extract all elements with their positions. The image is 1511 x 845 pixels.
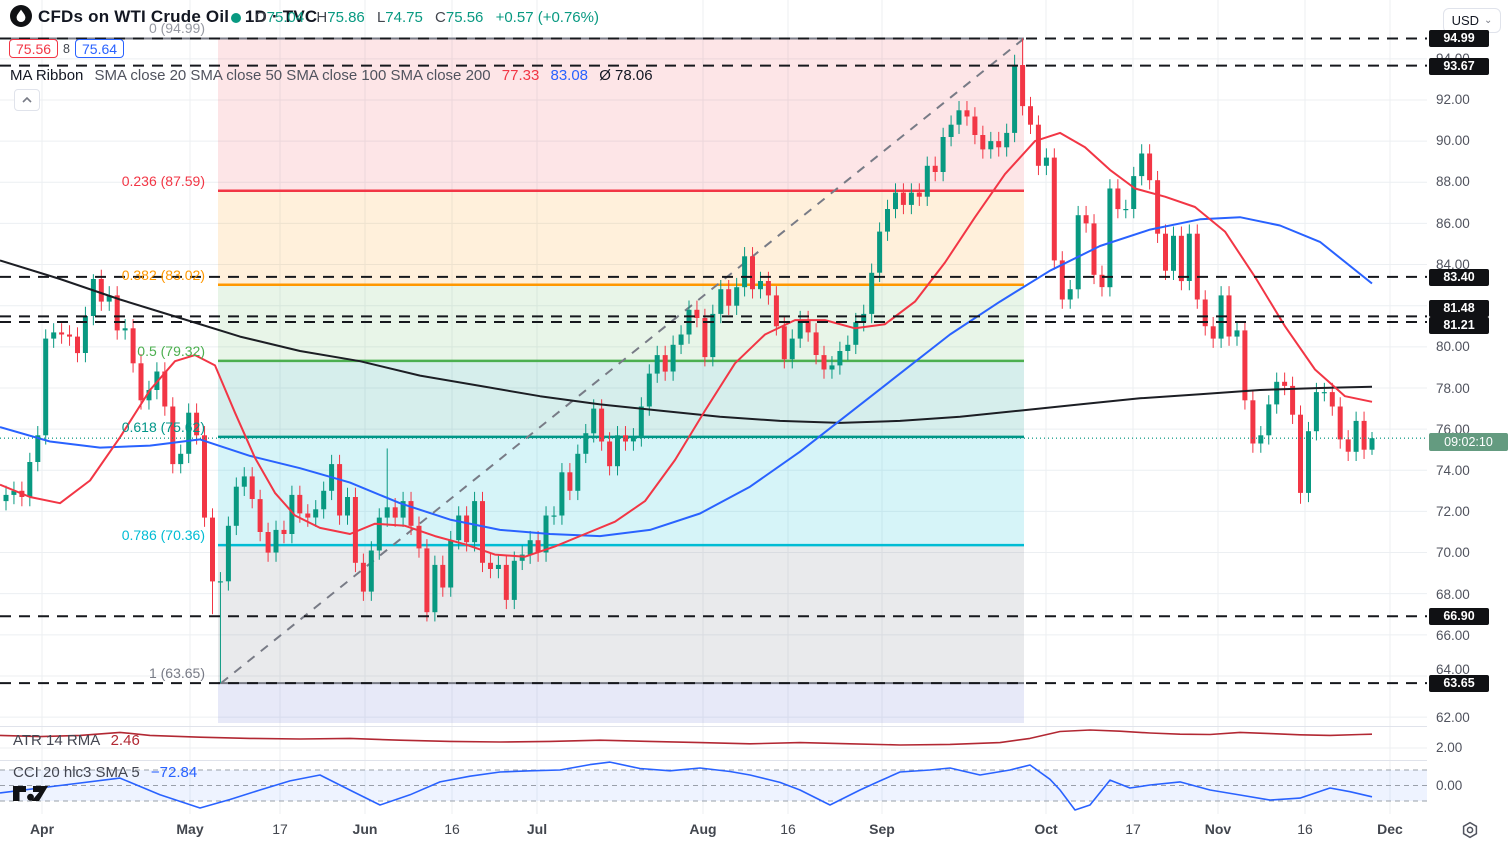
price-axis-label: 86.00	[1436, 216, 1470, 231]
price-level-badge: 66.90	[1429, 608, 1489, 625]
price-level-badge: 81.48	[1429, 300, 1489, 317]
time-axis-label: Jul	[526, 821, 548, 837]
time-axis-label: Apr	[29, 821, 55, 837]
atr-title: ATR 14 RMA	[13, 732, 100, 749]
atr-legend[interactable]: ATR 14 RMA 2.46	[13, 732, 140, 749]
price-axis-label: 90.00	[1436, 133, 1470, 148]
price-axis-label: 78.00	[1436, 381, 1470, 396]
currency-label: USD	[1451, 13, 1480, 28]
time-axis[interactable]: Apr May 17 Jun 16 Jul Aug 16 Sep Oct 17 Nov 16 Dec	[0, 814, 1427, 845]
price-axis-label: 68.00	[1436, 587, 1470, 602]
pane-separator-atr[interactable]	[0, 726, 1511, 727]
buy-button[interactable]: 75.64	[75, 39, 125, 58]
ma-ribbon-legend[interactable]: MA Ribbon SMA close 20 SMA close 50 SMA …	[10, 67, 653, 84]
ohlc-values: O75.04 H75.86 L74.75 C75.56 +0.57 (+0.76…	[255, 9, 599, 26]
price-axis-label: 0.00	[1436, 778, 1463, 793]
cci-value: −72.84	[150, 764, 198, 781]
fib-level-label: 0.236 (87.59)	[121, 172, 205, 189]
sma50-value: 83.08	[550, 67, 589, 84]
ma-average-value: Ø 78.06	[599, 67, 653, 84]
price-axis-label: 62.00	[1436, 710, 1470, 725]
sma20-value: 77.33	[501, 67, 540, 84]
fib-level-label: 0.5 (79.32)	[137, 342, 205, 359]
time-axis-label: 16	[780, 821, 796, 837]
time-axis-label: 16	[444, 821, 460, 837]
price-level-badge: 83.40	[1429, 269, 1489, 286]
price-level-badge: 93.67	[1429, 58, 1489, 75]
ma-ribbon-params: SMA close 20 SMA close 50 SMA close 100 …	[94, 67, 491, 84]
price-level-badge: 63.65	[1429, 675, 1489, 692]
low-label: L	[376, 9, 386, 26]
close-label: C	[435, 9, 446, 26]
chevron-down-icon: ⌄	[1484, 15, 1493, 26]
open-value: 75.04	[266, 9, 305, 26]
fib-level-label: 0.786 (70.36)	[121, 527, 205, 544]
price-axis-label: 92.00	[1436, 92, 1470, 107]
bar-countdown-badge: 09:02:10	[1429, 433, 1508, 451]
cci-legend[interactable]: CCI 20 hlc3 SMA 5 −72.84	[13, 764, 197, 781]
time-axis-label: Sep	[869, 821, 895, 837]
sell-button[interactable]: 75.56	[9, 39, 59, 58]
price-axis-label: 72.00	[1436, 504, 1470, 519]
time-axis-label: Nov	[1204, 821, 1232, 837]
time-axis-label: Aug	[689, 821, 717, 837]
price-level-badge: 81.21	[1429, 317, 1489, 334]
time-axis-label: Jun	[352, 821, 378, 837]
price-axis-label: 70.00	[1436, 545, 1470, 560]
change-value: +0.57 (+0.76%)	[495, 9, 599, 26]
gear-icon[interactable]	[1461, 821, 1479, 839]
price-level-badge: 94.99	[1429, 30, 1489, 47]
symbol-logo-icon	[10, 5, 32, 27]
currency-dropdown[interactable]: USD ⌄	[1443, 8, 1501, 33]
time-axis-label: Oct	[1034, 821, 1058, 837]
cci-title: CCI 20 hlc3 SMA 5	[13, 764, 140, 781]
price-axis-label: 74.00	[1436, 463, 1470, 478]
fib-level-label: 1 (63.65)	[148, 665, 205, 682]
price-axis-label: 2.00	[1436, 740, 1463, 755]
price-axis-label: 66.00	[1436, 628, 1470, 643]
price-axis[interactable]: USD ⌄ 94.0092.0090.0088.0086.0084.0080.0…	[1427, 0, 1511, 845]
candlestick-chart[interactable]	[0, 0, 1427, 814]
spread-value: 8	[63, 41, 70, 56]
ma-ribbon-title: MA Ribbon	[10, 67, 84, 84]
pane-separator-cci[interactable]	[0, 760, 1511, 761]
chevron-up-icon	[22, 97, 32, 103]
open-label: O	[255, 9, 267, 26]
trade-panel: 75.56 8 75.64	[9, 38, 125, 59]
close-value: 75.56	[445, 9, 484, 26]
fib-level-label: 0 (94.99)	[148, 20, 205, 37]
low-value: 74.75	[385, 9, 423, 26]
market-status-dot	[231, 13, 241, 23]
price-axis-label: 84.00	[1436, 257, 1470, 272]
time-axis-label: 17	[272, 821, 288, 837]
atr-value: 2.46	[110, 732, 140, 749]
symbol-title[interactable]: CFDs on WTI Crude Oil · 1D · TVC	[38, 7, 318, 26]
price-axis-label: 80.00	[1436, 339, 1470, 354]
price-axis-label: 88.00	[1436, 174, 1470, 189]
fib-level-label: 0.618 (75.62)	[121, 418, 205, 435]
price-axis-label: 64.00	[1436, 662, 1470, 677]
axis-settings-cell[interactable]	[1428, 815, 1511, 845]
time-axis-label: May	[176, 821, 204, 837]
collapse-indicators-button[interactable]	[14, 89, 40, 111]
time-axis-label: 17	[1125, 821, 1141, 837]
high-label: H	[316, 9, 328, 26]
time-axis-label: Dec	[1377, 821, 1403, 837]
time-axis-label: 16	[1297, 821, 1313, 837]
fib-level-label: 0.382 (83.02)	[121, 266, 205, 283]
tradingview-logo[interactable]	[13, 785, 49, 802]
chart-canvas[interactable]: 0 (94.99) 0.236 (87.59) 0.382 (83.02) 0.5 (…	[0, 0, 1427, 814]
high-value: 75.86	[327, 9, 365, 26]
